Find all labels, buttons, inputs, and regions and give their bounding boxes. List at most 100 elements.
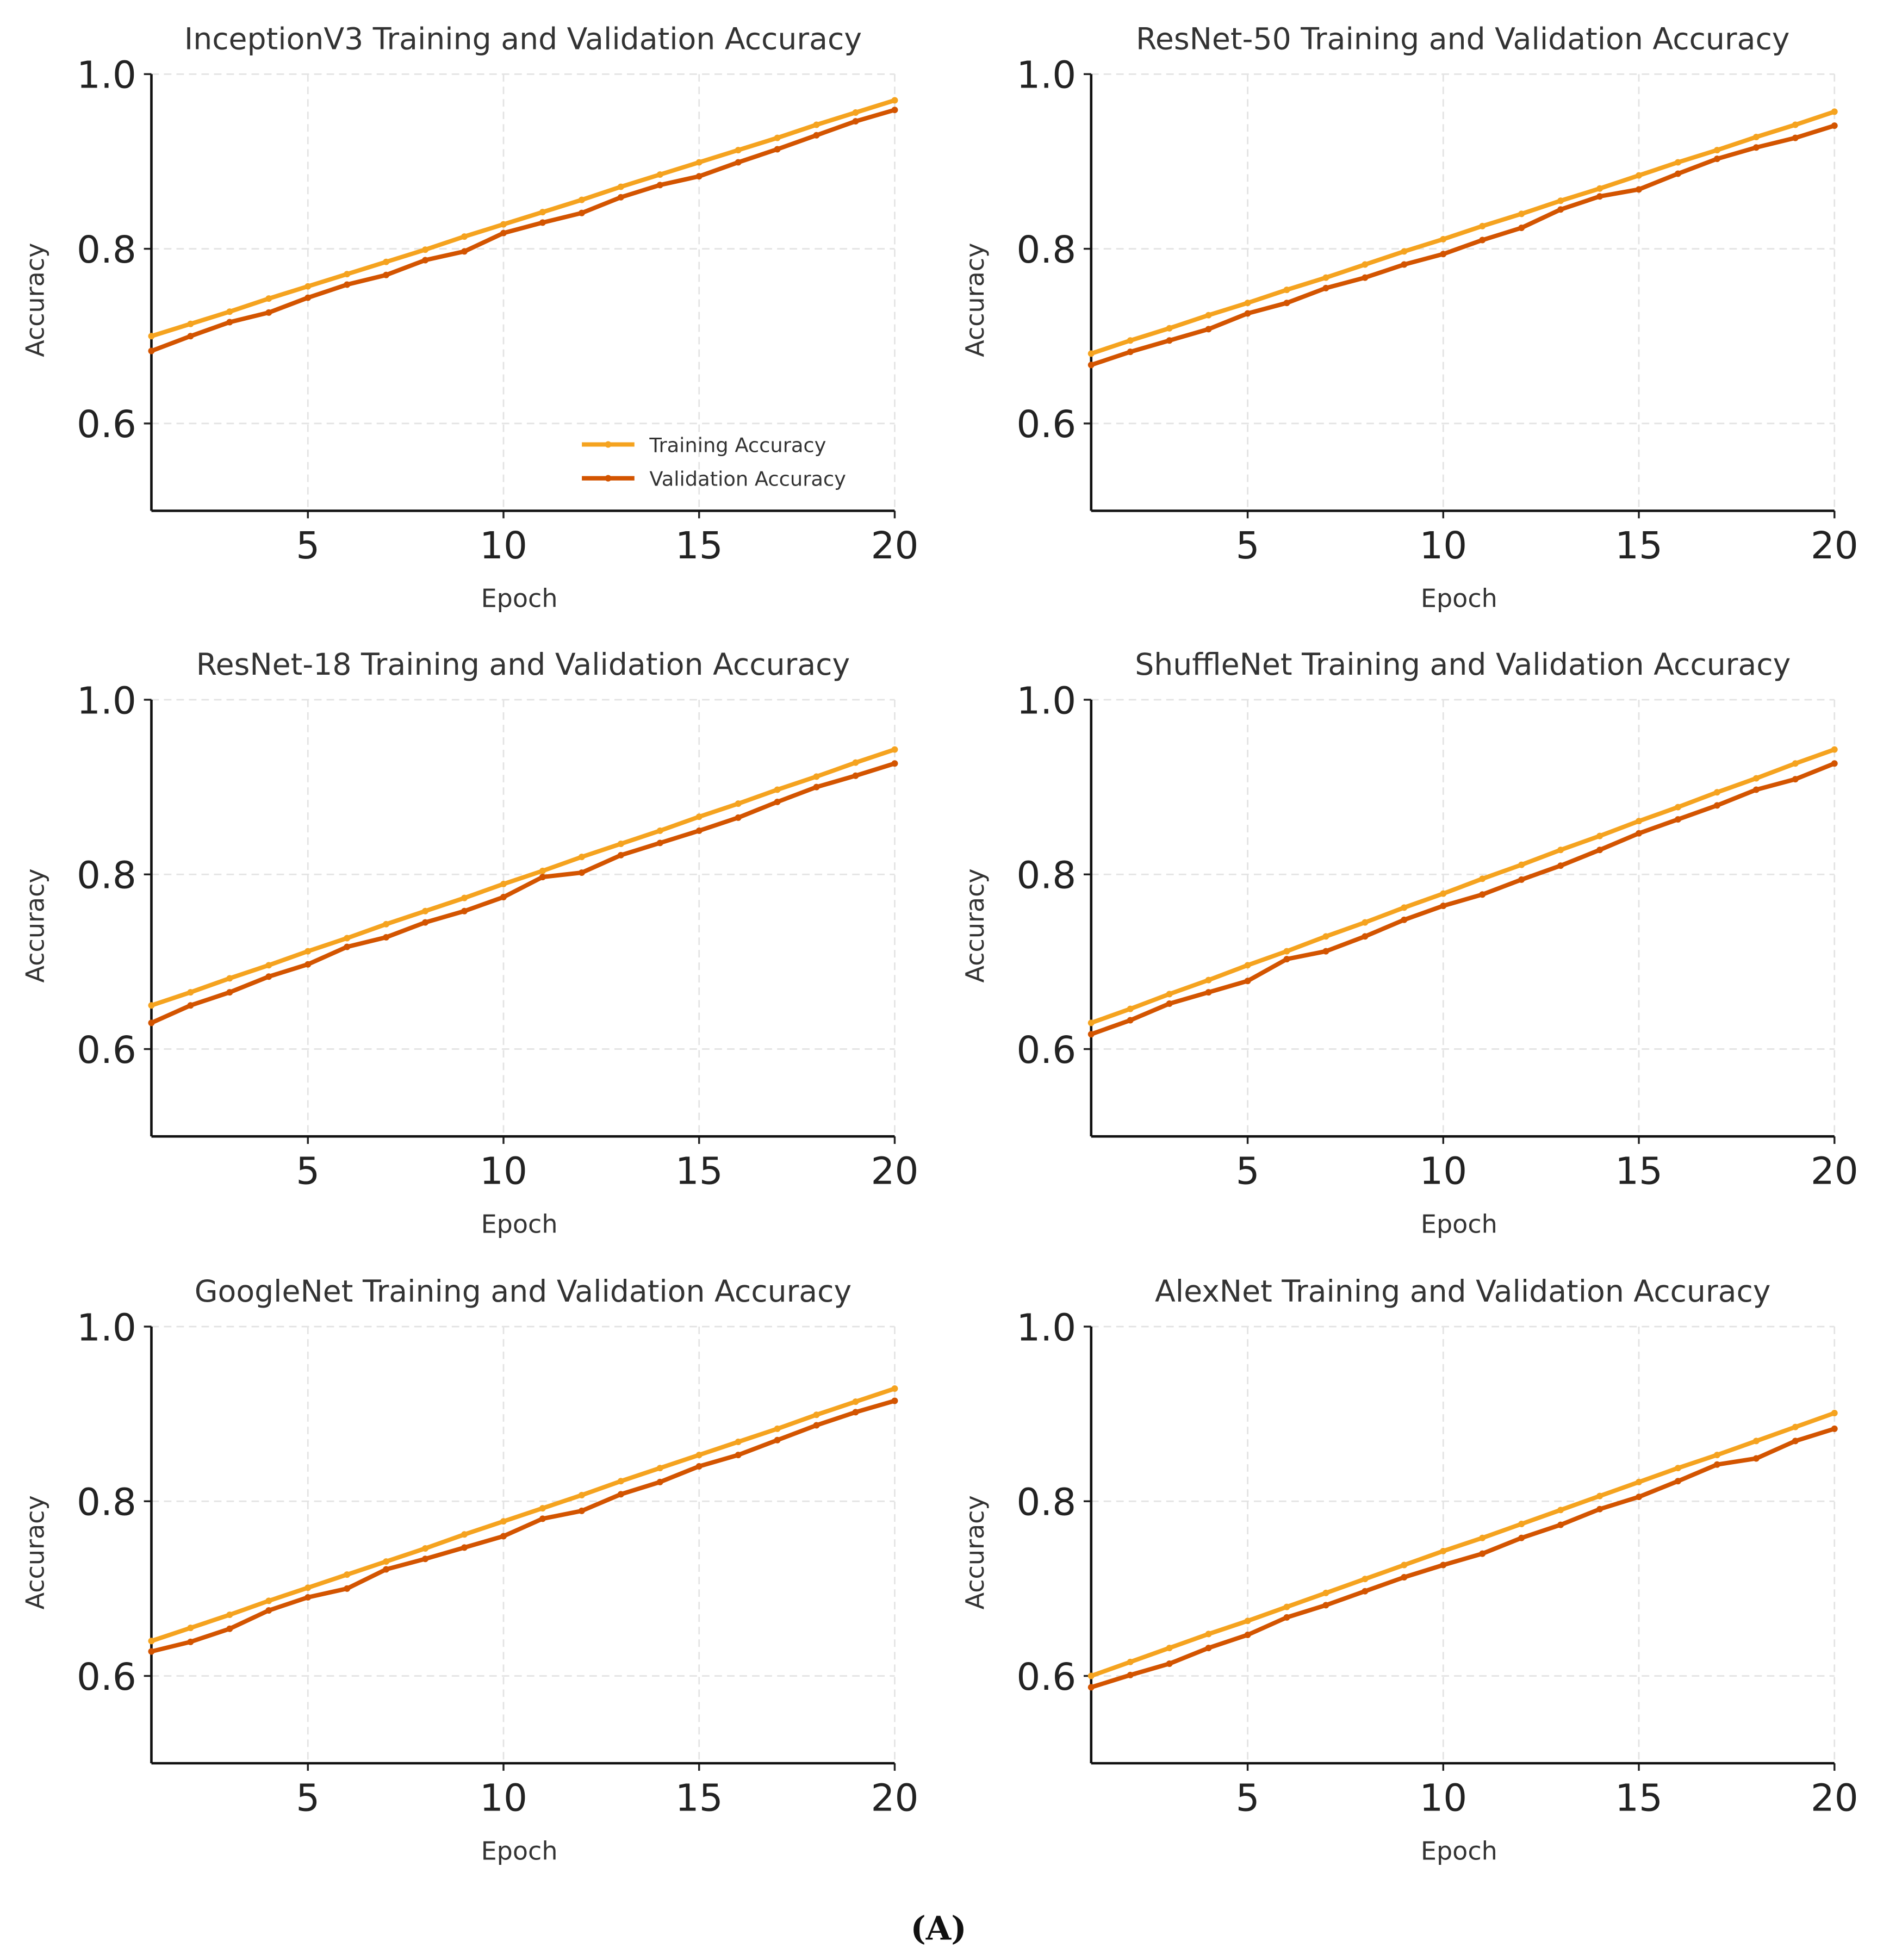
training-accuracy-point: [1440, 235, 1447, 242]
training-accuracy-point: [1440, 890, 1447, 897]
validation-accuracy-point: [1440, 903, 1447, 910]
validation-accuracy-point: [383, 1566, 390, 1573]
validation-accuracy-point: [539, 219, 546, 226]
validation-accuracy-point: [1752, 786, 1760, 793]
validation-accuracy-point: [539, 1515, 546, 1522]
validation-accuracy-line: [151, 1398, 896, 1654]
validation-accuracy-point: [500, 894, 507, 901]
validation-accuracy-point: [1596, 193, 1603, 200]
y-tick-label: 0.6: [77, 403, 136, 446]
training-accuracy-point: [852, 109, 859, 116]
y-tick-label: 0.8: [1016, 1481, 1076, 1525]
x-axis-label: Epoch: [1421, 1836, 1497, 1865]
y-tick-label: 0.6: [1016, 403, 1076, 446]
training-accuracy-point: [1166, 325, 1173, 332]
y-axis-label: Accuracy: [960, 243, 990, 357]
validation-accuracy-point: [1518, 225, 1525, 232]
training-accuracy-point: [1479, 1534, 1486, 1541]
validation-accuracy-point: [1596, 847, 1603, 854]
validation-accuracy-point: [422, 257, 429, 264]
validation-accuracy-point: [852, 1409, 859, 1416]
training-accuracy-point: [344, 271, 351, 278]
validation-accuracy-point: [148, 1648, 155, 1655]
x-tick-label: 15: [675, 524, 723, 568]
x-tick-label: 10: [1419, 1150, 1467, 1193]
validation-accuracy-point: [1087, 1031, 1095, 1038]
training-accuracy-point: [1596, 185, 1603, 192]
training-accuracy-point: [1752, 775, 1760, 782]
validation-accuracy-line: [1090, 761, 1836, 1037]
training-accuracy-point: [735, 147, 742, 154]
training-accuracy-point: [1713, 789, 1720, 796]
validation-accuracy-point: [695, 173, 703, 180]
validation-accuracy-point: [578, 1507, 585, 1514]
training-accuracy-point: [148, 1002, 155, 1009]
validation-accuracy-point: [187, 1638, 194, 1645]
training-accuracy-point: [226, 1611, 233, 1619]
x-tick-label: 5: [1236, 1777, 1260, 1820]
training-accuracy-point: [539, 867, 546, 874]
validation-accuracy-point: [695, 1463, 703, 1470]
validation-accuracy-point: [1166, 1660, 1173, 1667]
training-accuracy-point: [1322, 1589, 1329, 1596]
training-accuracy-point: [1752, 1438, 1760, 1445]
training-accuracy-point: [891, 746, 898, 753]
x-tick-label: 10: [1419, 524, 1467, 568]
x-tick-label: 15: [1615, 1777, 1663, 1820]
x-tick-label: 20: [1811, 1150, 1859, 1193]
validation-accuracy-point: [1205, 1645, 1212, 1652]
validation-accuracy-point: [1792, 134, 1799, 141]
training-accuracy-point: [1127, 1005, 1134, 1012]
validation-accuracy-point: [1362, 274, 1369, 281]
validation-accuracy-point: [1636, 186, 1643, 193]
training-accuracy-point: [1127, 1658, 1134, 1665]
validation-accuracy-line: [1090, 1427, 1835, 1690]
training-accuracy-point: [1244, 300, 1251, 307]
validation-accuracy-point: [304, 1594, 312, 1601]
training-accuracy-point: [226, 308, 233, 315]
validation-accuracy-point: [891, 1397, 898, 1404]
chart-panel-5: 5 10 15 20 0.6 0.8 1.0 AlexNet Training and Val…: [960, 1274, 1859, 1865]
training-accuracy-point: [1244, 1617, 1251, 1625]
validation-accuracy-point: [304, 961, 312, 968]
validation-accuracy-line: [151, 108, 896, 353]
training-accuracy-point: [891, 1385, 898, 1392]
x-tick-label: 5: [296, 524, 320, 568]
training-accuracy-point: [539, 1505, 546, 1512]
x-tick-label: 10: [1419, 1777, 1467, 1820]
validation-accuracy-point: [1713, 155, 1720, 163]
x-tick-label: 20: [871, 524, 919, 568]
validation-accuracy-point: [1713, 1461, 1720, 1468]
y-axis-label: Accuracy: [21, 243, 50, 357]
y-tick-label: 0.6: [1016, 1029, 1076, 1072]
training-accuracy-point: [1518, 861, 1525, 868]
training-accuracy-point: [1636, 818, 1643, 825]
validation-accuracy-point: [578, 209, 585, 216]
x-axis-label: Epoch: [1421, 1209, 1497, 1239]
validation-accuracy-point: [1792, 1438, 1799, 1445]
validation-accuracy-point: [1322, 948, 1329, 955]
validation-accuracy-point: [1479, 237, 1486, 244]
validation-accuracy-point: [148, 347, 155, 354]
training-accuracy-point: [852, 759, 859, 766]
y-tick-label: 0.6: [1016, 1656, 1076, 1699]
legend-label: Validation Accuracy: [649, 467, 846, 490]
training-accuracy-point: [617, 841, 624, 848]
validation-accuracy-point: [813, 132, 820, 139]
validation-accuracy-point: [1831, 760, 1838, 767]
training-accuracy-point: [500, 221, 507, 228]
x-tick-label: 10: [480, 524, 527, 568]
training-accuracy-point: [1205, 1631, 1212, 1638]
training-accuracy-point: [1166, 1645, 1173, 1652]
training-accuracy-point: [1557, 847, 1564, 854]
chart-panel-1: 5 10 15 20 0.6 0.8 1.0 ResNet-50 Training and V…: [960, 22, 1859, 613]
chart-title: ResNet-50 Training and Validation Accura…: [1136, 22, 1789, 57]
validation-accuracy-point: [226, 989, 233, 996]
y-tick-label: 1.0: [77, 54, 136, 97]
x-axis-label: Epoch: [481, 584, 558, 613]
training-accuracy-point: [813, 773, 820, 780]
training-accuracy-point: [1440, 1547, 1447, 1554]
training-accuracy-point: [1479, 875, 1486, 882]
training-accuracy-point: [461, 1531, 468, 1538]
